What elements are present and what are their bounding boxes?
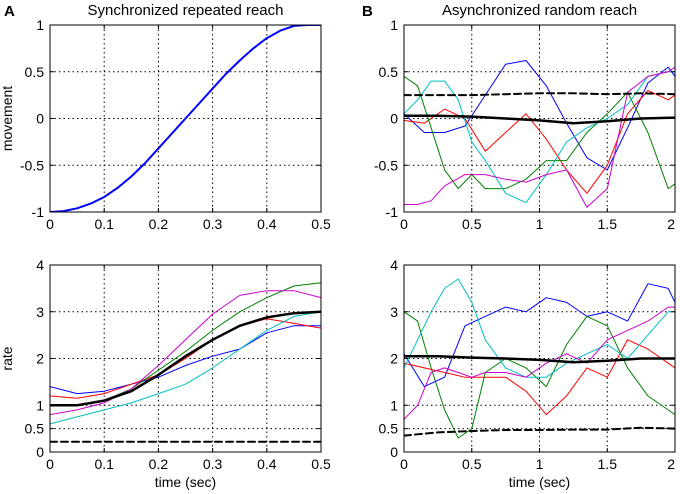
chart-a-top-ytick-label-1: -0.5 — [20, 157, 44, 173]
chart-a-bottom-xtick-label-1: 0.1 — [94, 456, 114, 472]
chart-a-bottom-series-cyan — [50, 311, 321, 425]
chart-b-bottom-ytick-label-3: 2 — [390, 351, 398, 367]
chart-a-top-ylabel: movement — [0, 86, 15, 151]
chart-a-bottom-xtick-label-0: 0 — [46, 456, 54, 472]
chart-a-top-xtick-label-3: 0.3 — [203, 216, 223, 232]
plot-rate-asynchronized: 0 0.5 1 1.5 2 0 0.5 1 2 3 4 time (sec) — [379, 257, 676, 490]
chart-b-top-ytick-label-2: 0 — [390, 111, 398, 127]
chart-a-bottom-ytick-label-5: 4 — [36, 257, 44, 273]
panel-letter-b: B — [362, 3, 373, 20]
chart-b-bottom-series-blue — [404, 283, 675, 388]
chart-a-bottom-ytick-label-3: 2 — [36, 351, 44, 367]
chart-b-bottom-xtick-label-3: 1.5 — [598, 456, 618, 472]
chart-a-top-xtick-label-1: 0.1 — [94, 216, 114, 232]
plot-movement-synchronized: 0 0.1 0.2 0.3 0.4 0.5 -1 -0.5 0 0.5 1 Synchronized … — [0, 2, 331, 232]
chart-b-top-xtick-label-1: 0.5 — [462, 216, 482, 232]
panel-letter-a: A — [4, 3, 15, 20]
chart-b-bottom-ytick-label-2: 1 — [390, 397, 398, 413]
chart-b-bottom-xtick-label-4: 2 — [667, 456, 675, 472]
chart-b-bottom-xtick-label-1: 0.5 — [462, 456, 482, 472]
chart-a-top-xtick-label-2: 0.2 — [149, 216, 169, 232]
chart-b-bottom-ytick-label-4: 3 — [390, 304, 398, 320]
chart-b-top-series-green — [404, 75, 675, 190]
chart-b-top-series-red — [404, 90, 675, 194]
chart-a-top-series-movement — [50, 25, 321, 212]
chart-a-bottom-ytick-label-2: 1 — [36, 397, 44, 413]
chart-b-top-xtick-label-4: 2 — [667, 216, 675, 232]
chart-b-top-ytick-label-0: -1 — [386, 204, 399, 220]
chart-a-bottom-series-blue — [50, 325, 321, 395]
chart-a-bottom-xlabel: time (sec) — [155, 474, 216, 490]
chart-b-top-series-mean — [404, 114, 675, 125]
chart-b-bottom-xtick-label-0: 0 — [400, 456, 408, 472]
chart-a-bottom-xtick-label-5: 0.5 — [311, 456, 331, 472]
plot-rate-synchronized: 0 0.1 0.2 0.3 0.4 0.5 0 0.5 1 2 3 4 time (sec) rate — [0, 257, 331, 490]
chart-b-bottom-xtick-label-2: 1 — [536, 456, 544, 472]
chart-a-bottom-xtick-label-2: 0.2 — [149, 456, 169, 472]
chart-a-bottom-ytick-label-4: 3 — [36, 304, 44, 320]
chart-a-bottom-series-magenta — [50, 290, 321, 416]
chart-b-top-ytick-label-4: 1 — [390, 17, 398, 33]
chart-a-top-xtick-label-0: 0 — [46, 216, 54, 232]
chart-a-bottom-ytick-label-1: 0.5 — [25, 421, 45, 437]
chart-b-top-ytick-label-1: -0.5 — [374, 157, 398, 173]
chart-b-bottom-ytick-label-0: 0 — [390, 444, 398, 460]
chart-a-bottom-ytick-label-0: 0 — [36, 444, 44, 460]
plot-movement-asynchronized: 0 0.5 1 1.5 2 -1 -0.5 0 0.5 1 Asynchronized random… — [374, 2, 676, 232]
chart-a-top-title: Synchronized repeated reach — [88, 2, 284, 19]
chart-b-top-ytick-label-3: 0.5 — [379, 64, 399, 80]
chart-b-bottom-xlabel: time (sec) — [509, 474, 570, 490]
chart-a-bottom-xtick-label-4: 0.4 — [257, 456, 277, 472]
chart-a-bottom-series-mean — [50, 310, 321, 407]
chart-b-top-xtick-label-3: 1.5 — [598, 216, 618, 232]
chart-b-bottom-series-green — [404, 311, 675, 439]
chart-a-bottom-series-red — [50, 318, 321, 399]
chart-b-top-series-magenta — [404, 66, 675, 208]
chart-b-bottom-series-mean — [404, 354, 675, 364]
chart-b-bottom-ytick-label-5: 4 — [390, 257, 398, 273]
chart-a-top-ytick-label-4: 1 — [36, 17, 44, 33]
chart-b-top-xtick-label-0: 0 — [400, 216, 408, 232]
chart-a-top-ytick-label-2: 0 — [36, 111, 44, 127]
chart-a-top-xtick-label-5: 0.5 — [311, 216, 331, 232]
chart-a-bottom-ylabel: rate — [0, 346, 15, 370]
chart-b-bottom-series-magenta — [404, 306, 675, 420]
chart-a-bottom-xtick-label-3: 0.3 — [203, 456, 223, 472]
chart-b-top-xtick-label-2: 1 — [536, 216, 544, 232]
chart-b-bottom-ytick-label-1: 0.5 — [379, 421, 399, 437]
chart-a-top-ytick-label-0: -1 — [32, 204, 45, 220]
chart-b-top-title: Asynchronized random reach — [442, 2, 637, 19]
chart-a-top-ytick-label-3: 0.5 — [25, 64, 45, 80]
chart-a-top-xtick-label-4: 0.4 — [257, 216, 277, 232]
chart-b-top-series-cyan — [404, 71, 675, 204]
chart-b-top-series-std — [404, 92, 675, 97]
chart-b-bottom-series-red — [404, 339, 675, 416]
chart-b-bottom-series-std — [404, 426, 675, 437]
